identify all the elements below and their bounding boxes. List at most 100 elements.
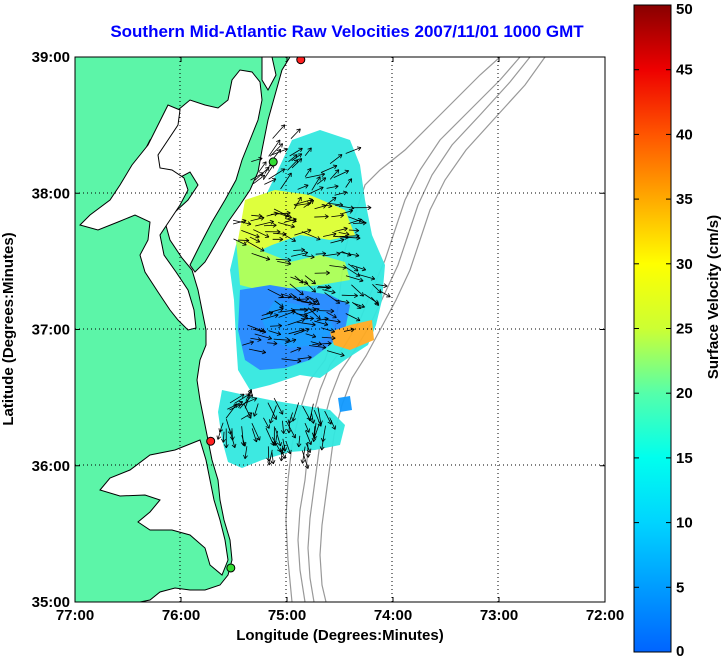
y-tick-label: 39:00 bbox=[32, 49, 70, 66]
velocity-arrow bbox=[221, 431, 226, 443]
velocity-arrow bbox=[285, 420, 296, 439]
velocity-arrow bbox=[339, 251, 360, 258]
velocity-arrow bbox=[267, 449, 273, 466]
velocity-arrow bbox=[274, 427, 282, 447]
velocity-arrow bbox=[307, 186, 324, 195]
radar-stations bbox=[206, 57, 306, 573]
y-axis-label: Latitude (Degrees:Minutes) bbox=[0, 232, 17, 425]
velocity-arrow bbox=[255, 219, 274, 227]
velocity-arrow bbox=[268, 405, 277, 424]
x-tick-label: 75:00 bbox=[268, 607, 306, 624]
velocity-arrow bbox=[267, 402, 278, 420]
velocity-arrow bbox=[266, 307, 284, 314]
velocity-arrow bbox=[312, 341, 332, 346]
velocity-arrow bbox=[274, 300, 284, 308]
velocity-arrow bbox=[218, 422, 224, 433]
velocity-arrow bbox=[296, 435, 302, 448]
velocity-arrow bbox=[334, 226, 348, 232]
velocity-arrow bbox=[280, 449, 287, 459]
velocity-arrow bbox=[291, 153, 303, 162]
velocity-arrow bbox=[273, 337, 291, 343]
velocity-arrow bbox=[310, 412, 316, 424]
velocity-arrow bbox=[284, 338, 297, 344]
velocity-arrow bbox=[304, 422, 310, 433]
velocity-arrow bbox=[330, 237, 345, 244]
colorbar-tick-label: 0 bbox=[676, 643, 684, 659]
y-tick-label: 35:00 bbox=[32, 594, 70, 611]
velocity-arrow bbox=[272, 236, 284, 242]
chesapeake-bay bbox=[79, 104, 197, 331]
velocity-arrow bbox=[242, 340, 254, 346]
velocity-arrow bbox=[301, 450, 310, 469]
velocity-arrow bbox=[321, 335, 336, 341]
velocity-arrow bbox=[321, 203, 333, 209]
radar-station-marker bbox=[268, 157, 278, 167]
velocity-arrow bbox=[351, 264, 367, 272]
velocity-arrow bbox=[294, 196, 302, 210]
velocity-arrow bbox=[308, 403, 314, 422]
y-tick-label: 37:00 bbox=[32, 322, 70, 339]
colorbar-label: Surface Velocity (cm/s) bbox=[705, 215, 722, 379]
velocity-arrow bbox=[229, 403, 242, 411]
velocity-arrow bbox=[251, 252, 271, 261]
velocity-arrow bbox=[291, 402, 300, 422]
velocity-arrow bbox=[300, 300, 313, 306]
colorbar-tick-label: 5 bbox=[676, 579, 684, 596]
velocity-arrow bbox=[316, 177, 327, 185]
velocity-arrow bbox=[329, 264, 347, 270]
colorbar-tick-label: 40 bbox=[676, 126, 693, 143]
velocity-arrow bbox=[270, 323, 282, 329]
velocity-arrow bbox=[272, 147, 288, 156]
velocity-arrow bbox=[316, 316, 329, 322]
radar-station-marker bbox=[296, 57, 306, 65]
velocity-arrow bbox=[285, 441, 292, 455]
velocity-arrow bbox=[322, 289, 336, 295]
velocity-arrow bbox=[331, 213, 344, 218]
x-tick-label: 76:00 bbox=[162, 607, 200, 624]
velocity-arrow bbox=[263, 222, 277, 228]
velocity-arrow bbox=[329, 154, 343, 164]
velocity-arrow bbox=[341, 293, 358, 299]
velocity-arrow bbox=[315, 251, 327, 257]
velocity-arrow bbox=[348, 263, 359, 272]
velocity-arrow bbox=[319, 438, 325, 451]
velocity-arrow bbox=[294, 201, 311, 207]
velocity-arrow bbox=[324, 410, 332, 425]
velocity-arrow bbox=[227, 400, 244, 410]
velocity-arrow bbox=[357, 274, 376, 281]
velocity-arrow bbox=[333, 169, 349, 178]
velocity-arrow bbox=[241, 230, 260, 239]
velocity-arrow bbox=[345, 313, 361, 322]
pamlico-sound bbox=[99, 439, 229, 576]
velocity-arrow bbox=[296, 321, 316, 327]
velocity-arrow bbox=[268, 168, 286, 180]
velocity-arrow bbox=[223, 428, 229, 449]
velocity-arrow bbox=[297, 355, 312, 361]
velocity-arrow bbox=[264, 178, 277, 185]
velocity-arrow bbox=[323, 318, 341, 324]
velocity-arrow bbox=[319, 308, 335, 314]
velocity-arrow bbox=[272, 124, 286, 139]
velocity-arrow bbox=[334, 299, 350, 305]
grid-lines bbox=[75, 57, 605, 602]
velocity-arrow bbox=[323, 231, 337, 237]
velocity-arrow bbox=[268, 139, 281, 157]
velocity-arrow bbox=[297, 299, 317, 306]
velocity-arrow bbox=[304, 167, 312, 177]
velocity-arrow bbox=[238, 238, 250, 243]
velocity-arrow bbox=[305, 430, 313, 446]
velocity-arrow bbox=[291, 250, 309, 257]
velocity-arrow bbox=[248, 348, 267, 355]
velocity-arrow bbox=[278, 222, 295, 229]
velocity-arrow bbox=[305, 172, 326, 179]
velocity-arrow bbox=[249, 236, 261, 243]
velocity-arrow bbox=[305, 441, 311, 458]
y-tick-label: 36:00 bbox=[32, 458, 70, 475]
velocity-arrow bbox=[267, 340, 278, 346]
velocity-arrow bbox=[314, 320, 329, 327]
velocity-arrow bbox=[287, 412, 294, 424]
velocity-arrow bbox=[275, 257, 292, 263]
velocity-arrow bbox=[232, 218, 247, 225]
